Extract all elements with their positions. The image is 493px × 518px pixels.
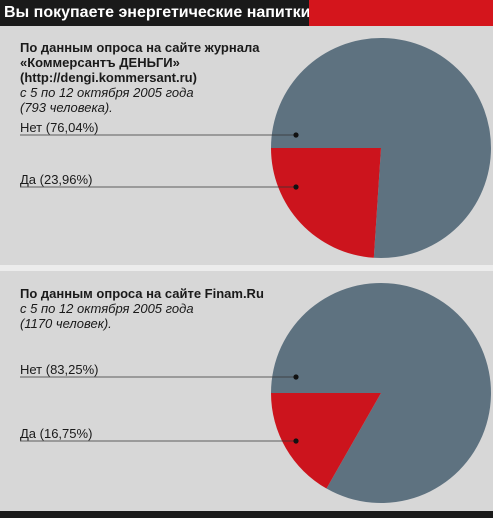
pie-slice-no bbox=[271, 37, 491, 258]
chart-panel-1: По данным опроса на сайте журнала «Комме… bbox=[0, 26, 493, 265]
header-accent bbox=[309, 0, 493, 26]
chart-1-source: По данным опроса на сайте журнала «Комме… bbox=[20, 40, 259, 115]
chart-2-source-line-2: с 5 по 12 октября 2005 года bbox=[20, 301, 194, 316]
chart-2-source: По данным опроса на сайте Finam.Ru с 5 п… bbox=[20, 286, 264, 331]
chart-1-source-line-4: с 5 по 12 октября 2005 года bbox=[20, 85, 194, 100]
leader-dot-no bbox=[293, 132, 299, 138]
footer-bar bbox=[0, 511, 493, 518]
chart-1-pie bbox=[20, 37, 491, 258]
chart-2-source-line-1: По данным опроса на сайте Finam.Ru bbox=[20, 286, 264, 301]
chart-1-label-yes: Да (23,96%) bbox=[20, 172, 93, 187]
chart-2-source-line-3: (1170 человек). bbox=[20, 316, 112, 331]
pie-slice-yes bbox=[271, 148, 381, 258]
chart-1-source-line-3: (http://dengi.kommersant.ru) bbox=[20, 70, 197, 85]
chart-1-source-line-5: (793 человека). bbox=[20, 100, 113, 115]
leader-dot-yes bbox=[293, 438, 299, 444]
header-bar: Вы покупаете энергетические напитки? bbox=[0, 0, 493, 26]
page-title: Вы покупаете энергетические напитки? bbox=[4, 4, 321, 21]
chart-panel-2: По данным опроса на сайте Finam.Ru с 5 п… bbox=[0, 271, 493, 511]
leader-dot-no bbox=[293, 374, 299, 380]
pie-slice-yes bbox=[271, 393, 381, 489]
chart-1-label-no: Нет (76,04%) bbox=[20, 120, 99, 135]
panel-divider bbox=[0, 265, 493, 271]
chart-2-label-no: Нет (83,25%) bbox=[20, 362, 99, 377]
chart-1-source-line-2: «Коммерсантъ ДЕНЬГИ» bbox=[20, 55, 180, 70]
chart-1-source-line-1: По данным опроса на сайте журнала bbox=[20, 40, 260, 55]
chart-2-label-yes: Да (16,75%) bbox=[20, 426, 93, 441]
chart-2-pie bbox=[20, 283, 491, 503]
leader-dot-yes bbox=[293, 184, 299, 190]
